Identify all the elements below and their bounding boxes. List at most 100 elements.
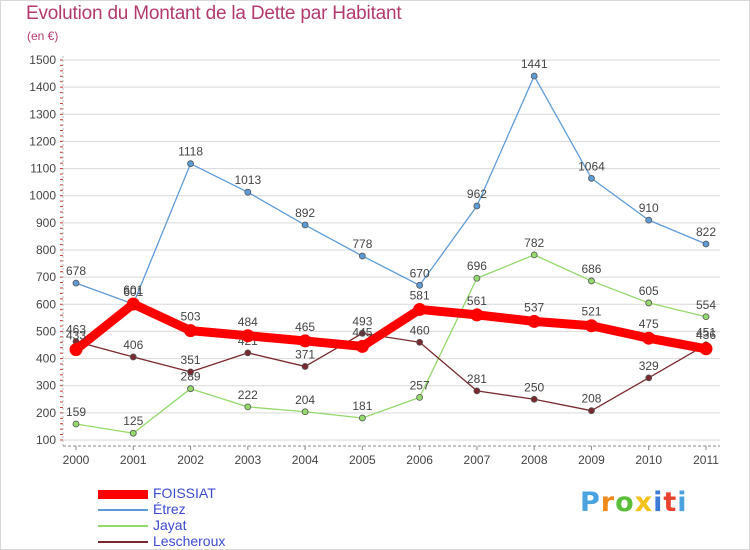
data-label-lescheroux: 371: [295, 347, 315, 361]
data-point-etrez: [244, 188, 252, 196]
x-tick-label: 2002: [177, 453, 204, 467]
data-label-lescheroux: 281: [467, 372, 487, 386]
data-label-foissiat: 521: [581, 305, 601, 319]
y-tick-label: 100: [36, 433, 56, 447]
y-tick-label: 800: [36, 243, 56, 257]
x-tick-label: 2011: [693, 453, 719, 467]
data-point-foissiat: [470, 308, 484, 322]
data-point-etrez: [702, 240, 710, 248]
y-tick-label: 900: [36, 216, 56, 230]
data-point-etrez: [358, 252, 366, 260]
y-tick-label: 600: [36, 297, 56, 311]
data-label-jayat: 125: [123, 414, 143, 428]
data-label-jayat: 204: [295, 393, 315, 407]
data-label-etrez: 822: [696, 225, 716, 239]
data-label-lescheroux: 460: [410, 323, 430, 337]
data-label-foissiat: 601: [123, 283, 143, 297]
data-point-foissiat: [184, 324, 198, 338]
legend-label: Lescheroux: [153, 533, 226, 549]
data-label-etrez: 892: [295, 206, 315, 220]
data-point-lescheroux: [530, 395, 538, 403]
data-label-jayat: 222: [238, 388, 258, 402]
y-tick-label: 1200: [29, 134, 56, 148]
data-point-jayat: [645, 299, 653, 307]
data-label-foissiat: 445: [352, 325, 372, 339]
y-tick-label: 300: [36, 379, 56, 393]
data-point-lescheroux: [244, 349, 252, 357]
y-tick-label: 1300: [29, 107, 56, 121]
data-point-etrez: [301, 221, 309, 229]
data-label-etrez: 1013: [234, 173, 261, 187]
data-point-lescheroux: [473, 387, 481, 395]
data-label-lescheroux: 250: [524, 380, 544, 394]
data-point-foissiat: [584, 319, 598, 333]
data-label-lescheroux: 451: [696, 326, 716, 340]
logo-letter: t: [663, 487, 678, 518]
data-label-etrez: 678: [66, 264, 86, 278]
data-point-jayat: [187, 385, 194, 393]
data-label-etrez: 778: [352, 237, 372, 251]
y-tick-label: 1100: [30, 162, 56, 176]
legend-item: FOISSIAT: [98, 485, 298, 502]
data-label-foissiat: 436: [696, 328, 716, 342]
data-label-foissiat: 484: [238, 315, 258, 329]
x-tick-label: 2008: [521, 453, 548, 467]
y-tick-label: 1000: [29, 189, 56, 203]
proxiti-logo: Proxiti: [580, 487, 688, 518]
x-tick-label: 2010: [635, 453, 662, 467]
data-point-foissiat: [241, 329, 255, 343]
data-point-foissiat: [699, 342, 713, 356]
data-label-jayat: 696: [467, 259, 487, 273]
data-label-etrez: 1118: [178, 145, 203, 159]
legend-item: Lescheroux: [98, 533, 298, 550]
data-label-lescheroux: 406: [123, 338, 143, 352]
data-point-foissiat: [413, 302, 427, 316]
data-point-lescheroux: [645, 374, 653, 382]
legend-item: Étrez: [98, 501, 298, 518]
y-tick-label: 700: [36, 270, 56, 284]
logo-letter: P: [580, 487, 601, 518]
data-point-jayat: [416, 393, 424, 401]
data-point-jayat: [244, 403, 252, 411]
data-label-foissiat: 581: [410, 288, 430, 302]
data-point-foissiat: [298, 334, 312, 348]
data-label-foissiat: 465: [295, 320, 315, 334]
data-label-jayat: 159: [66, 405, 86, 419]
data-label-foissiat: 475: [639, 317, 659, 331]
logo-letter: x: [634, 487, 654, 518]
data-label-foissiat: 561: [467, 294, 487, 308]
y-tick-label: 1500: [29, 53, 56, 67]
data-label-etrez: 1064: [578, 159, 605, 173]
data-point-etrez: [588, 174, 595, 182]
data-point-jayat: [301, 408, 309, 416]
data-point-etrez: [530, 72, 538, 80]
data-point-etrez: [645, 216, 653, 224]
x-tick-label: 2007: [464, 453, 491, 467]
x-tick-label: 2009: [578, 453, 605, 467]
series-line-jayat: [75, 254, 707, 434]
data-point-jayat: [358, 414, 366, 422]
legend-item: Jayat: [98, 517, 298, 534]
data-label-lescheroux: 208: [581, 392, 601, 406]
legend-swatch: [98, 525, 148, 527]
data-point-jayat: [129, 429, 137, 437]
logo-letter: o: [615, 487, 635, 518]
x-tick-label: 2000: [63, 453, 90, 467]
y-tick-label: 500: [36, 324, 56, 338]
data-point-lescheroux: [301, 363, 309, 370]
x-tick-label: 2005: [349, 453, 376, 467]
logo-letter: i: [677, 487, 688, 518]
data-point-lescheroux: [129, 353, 137, 361]
data-label-lescheroux: 329: [639, 359, 659, 373]
data-label-foissiat: 537: [524, 300, 544, 314]
data-point-etrez: [416, 281, 424, 289]
data-point-jayat: [72, 420, 80, 428]
data-label-jayat: 605: [639, 284, 659, 298]
series-line-foissiat: [71, 299, 711, 355]
data-point-foissiat: [527, 314, 541, 328]
data-label-etrez: 1441: [521, 57, 548, 71]
legend-label: FOISSIAT: [153, 485, 216, 501]
x-tick-label: 2006: [406, 453, 433, 467]
data-label-jayat: 181: [352, 399, 372, 413]
